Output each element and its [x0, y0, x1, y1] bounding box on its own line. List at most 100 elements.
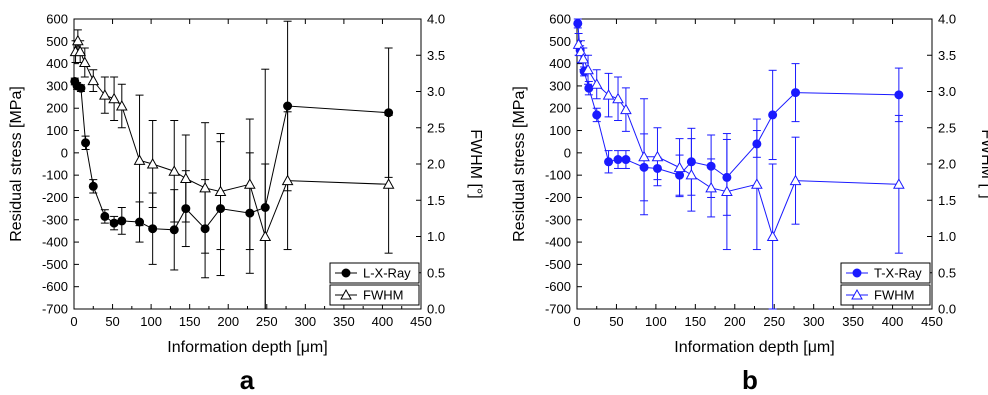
x-tick-label: 200: [724, 314, 746, 329]
data-point: [894, 90, 904, 100]
y-right-tick-label: 3.5: [427, 48, 445, 63]
data-point: [573, 18, 583, 28]
legend-marker: [852, 268, 862, 278]
y-right-tick-label: 2.0: [938, 157, 956, 172]
x-tick-label: 50: [105, 314, 119, 329]
data-point: [109, 218, 119, 228]
y-left-axis-title: Residual stress [MPa]: [8, 86, 25, 242]
x-tick-label: 450: [921, 314, 943, 329]
y-left-tick-label: -700: [42, 302, 68, 317]
data-point: [789, 174, 802, 186]
legend-marker: [341, 268, 351, 278]
chart-panel-b: 0 50 100 150 200 250 300 350 400 450 -700 -600 -500…: [511, 12, 988, 395]
y-left-tick-label: 600: [46, 12, 68, 27]
data-point: [199, 181, 211, 193]
y-left-tick-label: 300: [46, 78, 68, 93]
x-axis-title: Information depth [μm]: [167, 339, 327, 356]
data-point: [115, 99, 128, 111]
data-point: [243, 178, 256, 189]
data-point: [621, 155, 631, 165]
x-tick-label: 300: [294, 314, 316, 329]
y-left-tick-label: -500: [545, 257, 571, 272]
y-right-tick-label: 0.0: [427, 302, 445, 317]
x-tick-label: 400: [372, 314, 394, 329]
data-point: [604, 157, 614, 167]
y-left-tick-label: -600: [42, 279, 68, 294]
y-left-tick-label: 200: [549, 101, 571, 116]
y-left-tick-label: -200: [42, 190, 68, 205]
data-point: [705, 181, 717, 193]
x-tick-label: 350: [333, 314, 355, 329]
data-point: [133, 154, 146, 165]
legend-label: T-X-Ray: [874, 266, 922, 281]
y-left-tick-label: 0: [61, 145, 68, 160]
x-tick-label: 250: [763, 314, 785, 329]
y-left-tick-label: -300: [545, 212, 571, 227]
y-left-tick-label: 600: [549, 12, 571, 27]
y-left-axis-ticks: -700 -600 -500 -400 -300 -200 -100 0 100 200 300 40…: [42, 12, 79, 317]
data-point: [651, 150, 664, 162]
data-point: [169, 225, 179, 235]
y-right-tick-label: 2.5: [938, 120, 956, 135]
y-right-tick-label: 4.0: [938, 12, 956, 27]
data-point: [78, 56, 91, 67]
data-point: [76, 83, 86, 93]
legend-entry: FWHM: [329, 284, 420, 306]
y-left-tick-label: 400: [549, 56, 571, 71]
y-right-tick-label: 3.5: [938, 48, 956, 63]
y-left-axis-title: Residual stress [MPa]: [511, 86, 528, 242]
y-left-tick-label: -700: [545, 302, 571, 317]
legend-marker: [340, 288, 352, 300]
data-point: [179, 172, 192, 183]
series-layer: [69, 20, 395, 310]
y-left-tick-label: 400: [46, 56, 68, 71]
y-left-axis-ticks: -700 -600 -500 -400 -300 -200 -100 0 100 200 300 40…: [545, 12, 582, 317]
chart-panel-a: 0 50 100 150 200 250 300 350 400 450 -700 -600 -500…: [8, 12, 484, 395]
legend-box: [840, 284, 931, 306]
data-point: [146, 157, 159, 169]
y-right-axis-title: FWHM [°]: [978, 129, 988, 199]
data-point: [87, 74, 100, 86]
data-point: [281, 174, 294, 186]
legend-box: [840, 262, 931, 284]
series-layer: [572, 18, 905, 310]
y-right-tick-label: 1.5: [938, 193, 956, 208]
x-axis-ticks: 0 50 100 150 200 250 300 350 400 450: [573, 19, 943, 329]
y-right-axis-ticks: 0.0 0.5 1.0 1.5 2.0 2.5 3.0 3.5 4.0: [416, 12, 445, 317]
x-tick-label: 250: [256, 314, 278, 329]
data-point: [108, 92, 120, 104]
data-point: [602, 89, 615, 100]
x-tick-label: 50: [609, 314, 623, 329]
data-point: [638, 150, 650, 162]
y-left-tick-label: 200: [46, 101, 68, 116]
y-right-tick-label: 1.0: [938, 229, 956, 244]
data-point: [81, 138, 91, 148]
data-point: [100, 211, 110, 221]
y-left-tick-label: -400: [545, 235, 571, 250]
x-tick-label: 350: [842, 314, 864, 329]
y-right-tick-label: 2.0: [427, 157, 445, 172]
legend: T-X-Ray FWHM: [840, 262, 931, 306]
data-point: [791, 88, 801, 98]
series-fwhm: [572, 33, 905, 310]
y-right-tick-label: 3.0: [427, 84, 445, 99]
y-right-tick-label: 1.5: [427, 193, 445, 208]
legend-label: L-X-Ray: [363, 266, 411, 281]
data-point: [590, 78, 603, 89]
x-tick-label: 150: [179, 314, 201, 329]
y-left-tick-label: -400: [42, 235, 68, 250]
x-tick-label: 450: [410, 314, 432, 329]
y-left-tick-label: 500: [549, 34, 571, 49]
legend-marker: [851, 288, 863, 300]
x-tick-label: 0: [573, 314, 580, 329]
x-tick-label: 0: [70, 314, 77, 329]
legend: L-X-Ray FWHM: [329, 262, 420, 306]
y-right-tick-label: 3.0: [938, 84, 956, 99]
y-left-tick-label: -600: [545, 279, 571, 294]
data-point: [721, 185, 733, 197]
panel-letter: b: [742, 365, 758, 395]
data-point: [382, 178, 395, 189]
data-point: [685, 168, 698, 180]
data-point: [751, 178, 763, 189]
panel-letter: a: [240, 365, 255, 395]
